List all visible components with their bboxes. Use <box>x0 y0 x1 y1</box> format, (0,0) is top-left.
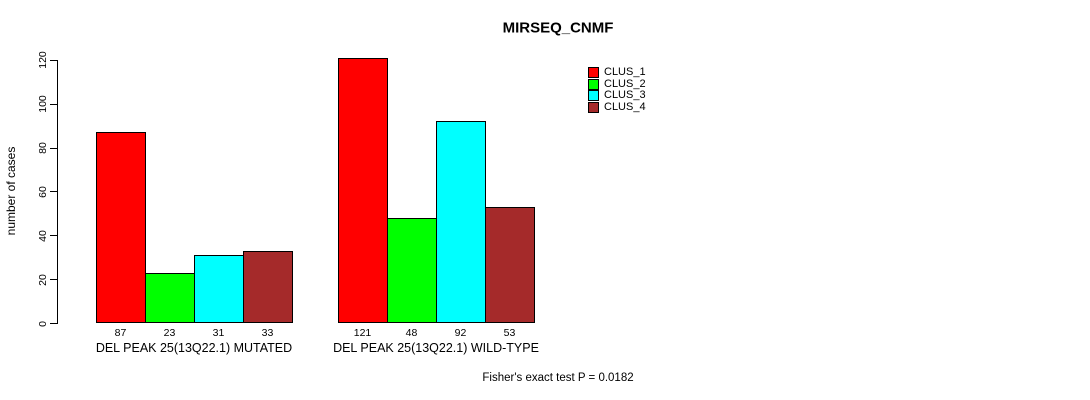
y-tick-label: 40 <box>37 229 49 242</box>
bar-clus_2 <box>387 217 437 323</box>
bar-value-label: 33 <box>261 327 274 339</box>
y-tick-mark <box>50 191 57 193</box>
bar-clus_3 <box>194 255 244 323</box>
legend-swatch-clus_3 <box>588 90 599 101</box>
legend-label-clus_4: CLUS_4 <box>604 100 646 113</box>
annotation-text: Fisher's exact test P = 0.0182 <box>482 372 634 384</box>
bar-clus_4 <box>485 206 535 323</box>
bar-value-label: 92 <box>454 327 467 339</box>
bar-value-label: 48 <box>405 327 418 339</box>
bar-clus_1 <box>96 132 146 323</box>
y-tick-label: 0 <box>37 320 49 327</box>
legend-swatch-clus_1 <box>588 67 599 78</box>
x-category-label: DEL PEAK 25(13Q22.1) WILD-TYPE <box>333 341 539 355</box>
y-axis-title: number of cases <box>4 146 18 236</box>
y-tick-label: 80 <box>37 142 49 154</box>
bar-value-label: 31 <box>212 327 225 339</box>
y-tick-mark <box>50 279 57 281</box>
bar-value-label: 53 <box>503 327 516 339</box>
y-tick-mark <box>50 323 57 324</box>
bar-clus_4 <box>243 250 293 323</box>
y-tick-mark <box>50 147 57 149</box>
bar-clus_2 <box>145 272 195 323</box>
x-category-label: DEL PEAK 25(13Q22.1) MUTATED <box>95 341 293 355</box>
legend-swatch-clus_2 <box>588 78 599 90</box>
y-tick-mark <box>50 59 57 61</box>
bar-value-label: 87 <box>114 327 127 339</box>
legend-swatch-clus_4 <box>588 101 599 113</box>
y-axis-line <box>57 59 58 324</box>
legend-label-clus_3: CLUS_3 <box>604 89 646 101</box>
bar-value-label: 121 <box>353 327 372 339</box>
y-tick-label: 100 <box>37 95 49 114</box>
bar-value-label: 23 <box>163 327 176 339</box>
bar-clus_1 <box>338 57 388 323</box>
bar-clus_3 <box>436 121 486 323</box>
y-tick-label: 120 <box>37 51 49 70</box>
legend-label-clus_1: CLUS_1 <box>604 66 646 78</box>
y-tick-mark <box>50 235 57 237</box>
y-tick-mark <box>50 103 57 105</box>
chart-title: MIRSEQ_CNMF <box>502 19 614 37</box>
y-tick-label: 20 <box>37 273 49 286</box>
y-tick-label: 60 <box>37 186 49 198</box>
legend-label-clus_2: CLUS_2 <box>604 77 646 90</box>
